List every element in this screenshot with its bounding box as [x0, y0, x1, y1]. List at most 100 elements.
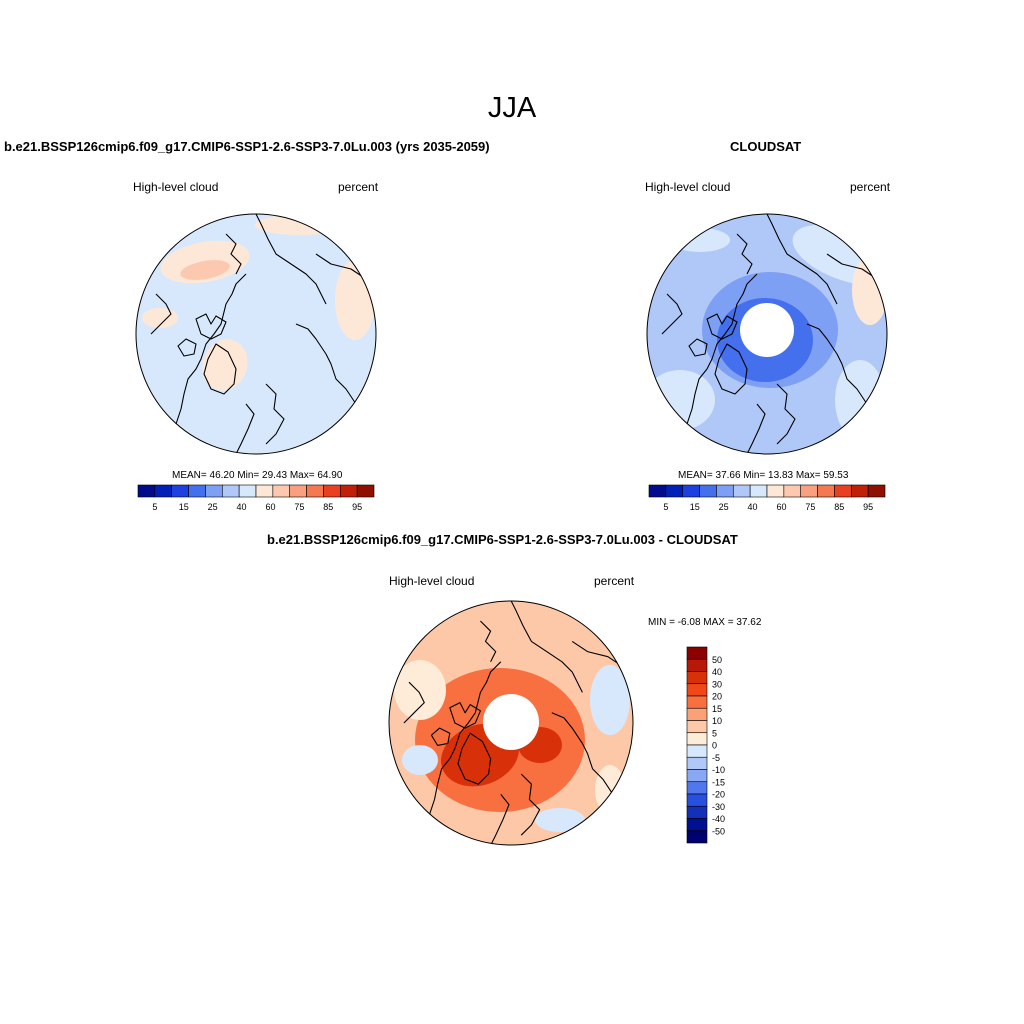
- panel1-map: [135, 213, 377, 455]
- panel2-colorbar-box: [648, 484, 667, 498]
- panel1-colorbar-box: [154, 484, 173, 498]
- panel3-colorbar-tick-label: 40: [712, 667, 722, 677]
- panel2-coastline: [826, 253, 878, 280]
- panel2-polar-gap: [740, 303, 794, 357]
- panel3-colorbar-tick-label: -30: [712, 802, 725, 812]
- panel1-colorbar-box: [188, 484, 206, 498]
- panel3-contour-area: [394, 660, 446, 720]
- panel2-coastline: [746, 403, 766, 454]
- panel3-colorbar-box: [686, 781, 708, 795]
- panel1-colorbar-box: [323, 484, 341, 498]
- panel3-coastline: [571, 640, 624, 668]
- panel1-colorbar-box: [171, 484, 189, 498]
- panel2-colorbar-box: [682, 484, 700, 498]
- panel1-coastline: [177, 338, 197, 357]
- panel1-colorbar-box: [306, 484, 324, 498]
- panel1-contour-area: [255, 215, 345, 235]
- panel3-colorbar-tick-label: -5: [712, 753, 720, 763]
- panel1-colorbar-tick-label: 25: [208, 502, 218, 512]
- panel3-coastline: [490, 794, 510, 845]
- panel2-stats: MEAN= 37.66 Min= 13.83 Max= 59.53: [678, 470, 849, 481]
- panel3-variable-label: High-level cloud: [389, 574, 475, 588]
- panel3-colorbar-tick-label: 15: [712, 704, 722, 714]
- panel3-colorbar-tick-label: -15: [712, 777, 725, 787]
- panel2-colorbar-tick-label: 60: [776, 502, 786, 512]
- panel2-coastline: [776, 383, 796, 445]
- panel3-coastline: [449, 702, 481, 729]
- panel3-colorbar-tick-label: 30: [712, 679, 722, 689]
- panel1-coastline: [195, 313, 227, 340]
- panel3-map-border: [388, 600, 634, 846]
- panel3-colorbar-tick-label: 0: [712, 741, 717, 751]
- panel3-colorbar-box: [686, 683, 708, 697]
- panel2-colorbar-tick-label: 75: [805, 502, 815, 512]
- panel1-colorbar-box: [289, 484, 307, 498]
- panel1-contour-area: [142, 308, 178, 328]
- panel3-contour-area: [402, 745, 438, 775]
- panel3-colorbar-tick-label: -10: [712, 765, 725, 775]
- panel3-coastline: [551, 712, 614, 795]
- panel1-colorbar-box: [356, 484, 375, 498]
- panel1-colorbar-box: [339, 484, 358, 498]
- panel3-units-label: percent: [594, 574, 635, 588]
- panel2-colorbar-tick-label: 5: [663, 502, 668, 512]
- panel2-colorbar-box: [716, 484, 734, 498]
- panel3-colorbar-box: [686, 756, 708, 770]
- panel2-coastline: [688, 338, 708, 357]
- panel1-stats: MEAN= 46.20 Min= 29.43 Max= 64.90: [172, 470, 343, 481]
- panel3-colorbar-tick-label: 50: [712, 655, 722, 665]
- panel1-colorbar-tick-label: 60: [265, 502, 275, 512]
- panel2-colorbar-box: [783, 484, 802, 498]
- panel3-colorbar-box: [686, 646, 708, 660]
- panel3-title: b.e21.BSSP126cmip6.f09_g17.CMIP6-SSP1-2.…: [267, 532, 738, 547]
- panel1-colorbar-tick-label: 5: [152, 502, 157, 512]
- panel1-coastline: [175, 273, 247, 425]
- panel1-coastline: [255, 214, 327, 305]
- panel2-units-label: percent: [850, 180, 891, 194]
- panel2-colorbar-box: [850, 484, 869, 498]
- panel2-colorbar-box: [732, 484, 751, 498]
- panel2-colorbar-box: [834, 484, 852, 498]
- panel3-coastline: [430, 727, 451, 746]
- panel3-coastline: [428, 661, 502, 815]
- panel2-colorbar: 5 15 25 40 60 75 85 95: [648, 484, 886, 512]
- panel3-colorbar-box: [686, 769, 708, 783]
- panel1-coastline: [225, 233, 242, 275]
- panel3-map: [388, 600, 634, 846]
- panel3-contour-area: [535, 808, 585, 832]
- panel3-colorbar-tick-label: -20: [712, 790, 725, 800]
- panel1-field: [136, 214, 376, 454]
- panel3-coastline: [520, 773, 541, 836]
- panel1-contour-area: [180, 260, 230, 280]
- panel3-stats: MIN = -6.08 MAX = 37.62: [648, 617, 762, 628]
- panel2-colorbar-box: [665, 484, 684, 498]
- panel3-colorbar-tick-label: 10: [712, 716, 722, 726]
- panel1-colorbar-tick-label: 95: [352, 502, 362, 512]
- panel2-map: [646, 213, 888, 455]
- panel3-colorbar-tick-label: 5: [712, 728, 717, 738]
- panel1-colorbar-box: [205, 484, 223, 498]
- panel2-contour-area: [852, 255, 887, 325]
- panel1-coastline: [203, 343, 237, 395]
- panel2-coastline: [766, 214, 838, 305]
- panel2-colorbar-box: [817, 484, 835, 498]
- panel1-coastline: [315, 253, 367, 280]
- panel2-contour-area: [670, 228, 730, 252]
- panel2-coastline: [736, 233, 753, 275]
- panel1-colorbar-tick-label: 85: [323, 502, 333, 512]
- panel1-colorbar-box: [272, 484, 291, 498]
- panel3-colorbar-box: [686, 805, 708, 819]
- panel2-colorbar-tick-label: 85: [834, 502, 844, 512]
- panel3-colorbar-box: [686, 830, 708, 844]
- panel3-coastline: [403, 681, 425, 724]
- panel2-map-border: [646, 213, 888, 455]
- panel2-contour-area: [835, 360, 885, 440]
- panel2-colorbar-box: [800, 484, 818, 498]
- panel3-coastline: [457, 732, 492, 785]
- panel1-variable-label: High-level cloud: [133, 180, 219, 194]
- panel1-units-label: percent: [338, 180, 379, 194]
- main-title: JJA: [487, 92, 537, 124]
- panel3-coastline: [510, 601, 583, 693]
